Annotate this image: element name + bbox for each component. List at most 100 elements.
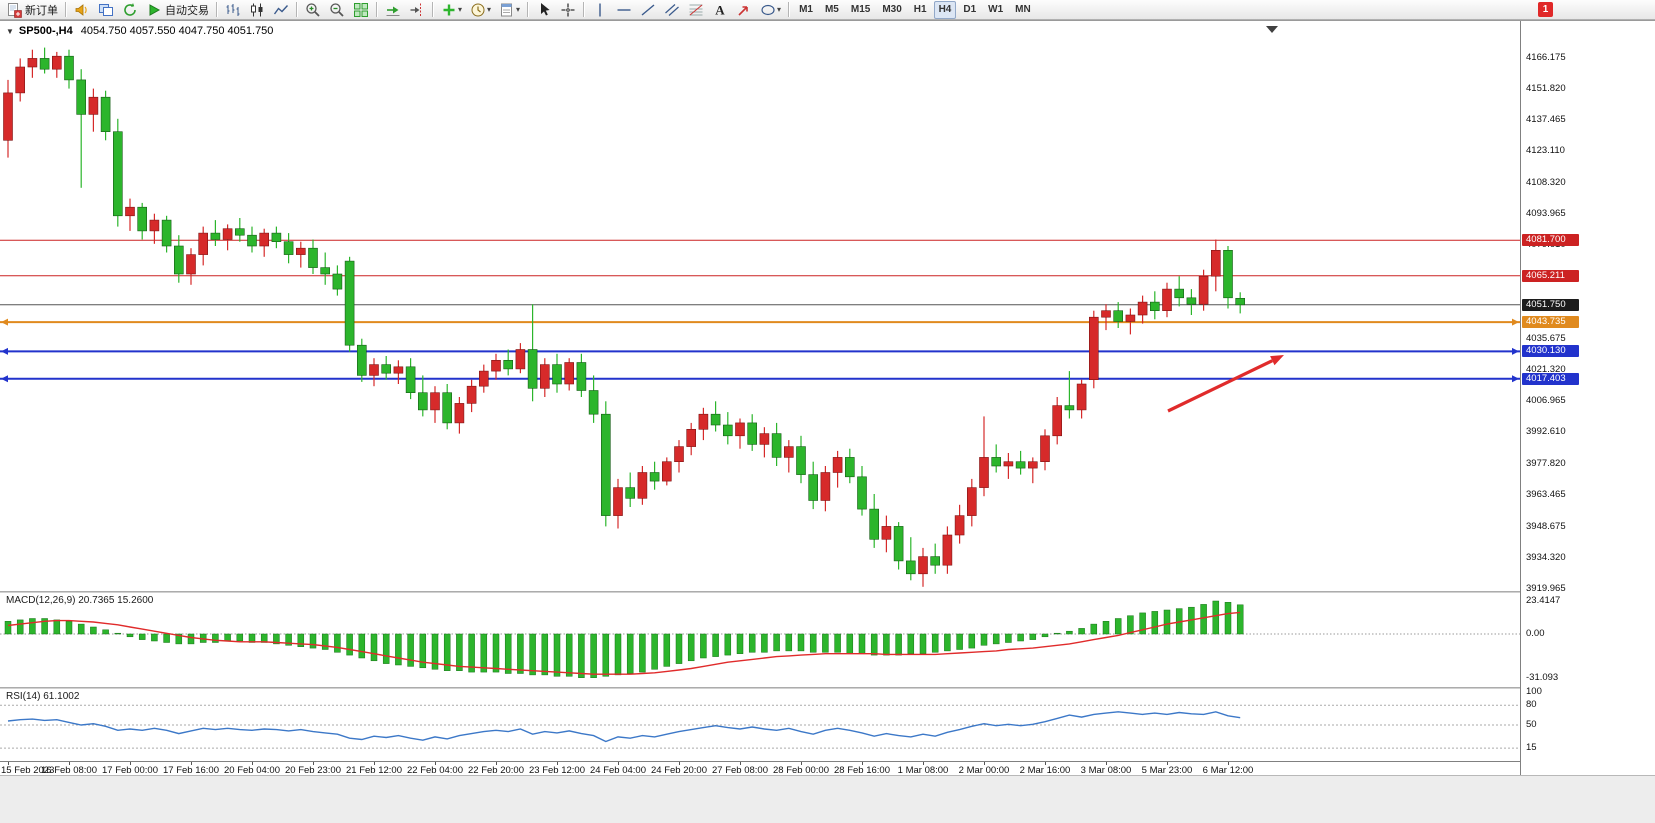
- windows-icon: [99, 3, 113, 16]
- timeframe-w1-button[interactable]: W1: [988, 4, 1004, 15]
- macd-bar: [1041, 633, 1049, 638]
- macd-bar: [151, 633, 158, 642]
- horizontal-line-button[interactable]: [613, 0, 635, 20]
- macd-pane[interactable]: [0, 593, 1520, 687]
- macd-bar: [517, 633, 524, 674]
- macd-bar: [1029, 633, 1037, 640]
- alerts-button[interactable]: [71, 0, 93, 20]
- macd-bar: [590, 633, 597, 678]
- price-axis[interactable]: 4166.175 4151.820 4137.465 4123.110 4108.320…: [1520, 21, 1655, 776]
- macd-bar: [639, 633, 646, 673]
- price-tag: 4017.403: [1522, 372, 1579, 385]
- fibo-icon: [689, 4, 703, 15]
- timeframe-h4-button[interactable]: H4: [933, 0, 957, 19]
- hline-icon: [617, 8, 631, 11]
- trend-arrow-annotation[interactable]: [1167, 359, 1273, 413]
- price-axis-label: 4151.820: [1526, 83, 1566, 94]
- shapes-button[interactable]: ▾: [757, 0, 784, 20]
- macd-bar: [273, 633, 280, 645]
- timeframe-m1-button[interactable]: M1: [799, 4, 813, 15]
- chart-shift-marker[interactable]: [1266, 26, 1278, 33]
- line-chart-button[interactable]: [270, 0, 292, 20]
- templates-button[interactable]: ▾: [496, 0, 523, 20]
- macd-bar: [748, 633, 756, 653]
- timeframe-d1-button[interactable]: D1: [963, 4, 977, 15]
- pane-separator[interactable]: [0, 591, 1520, 593]
- pane-separator[interactable]: [0, 687, 1520, 689]
- candle: [710, 413, 721, 426]
- macd-bar: [773, 633, 780, 652]
- one-click-trading-toggle[interactable]: ▼: [6, 27, 14, 36]
- candle: [600, 413, 611, 516]
- candlestick-chart-button[interactable]: [246, 0, 268, 20]
- chart-shift-button[interactable]: [406, 0, 428, 20]
- autotrading-button[interactable]: 自动交易: [143, 0, 212, 20]
- candle: [1198, 275, 1209, 305]
- price-axis-label: 4123.110: [1526, 144, 1565, 156]
- macd-bar: [29, 618, 36, 635]
- candlestick-chart[interactable]: [0, 23, 1520, 591]
- rsi-pane[interactable]: [0, 689, 1520, 761]
- macd-bar: [1127, 615, 1134, 635]
- timeframe-m5-button[interactable]: M5: [824, 4, 839, 15]
- zoom-in-button[interactable]: [302, 0, 324, 20]
- macd-bar: [944, 633, 951, 652]
- refresh-button[interactable]: [119, 0, 141, 20]
- macd-bar: [321, 633, 329, 650]
- macd-bar: [1017, 633, 1024, 642]
- vertical-line-button[interactable]: [589, 0, 611, 20]
- timeframe-m15-button[interactable]: M15: [850, 4, 871, 15]
- time-axis-label: 3 Mar 08:00: [1080, 765, 1132, 776]
- price-axis-label: 3934.320: [1526, 552, 1566, 563]
- text-button[interactable]: A: [709, 0, 731, 20]
- zoom-out-button[interactable]: [326, 0, 348, 20]
- shapes-icon: [761, 4, 775, 15]
- timeframe-m30-button[interactable]: M30: [882, 4, 902, 15]
- macd-indicator-label: MACD(12,26,9) 20.7365 15.2600: [6, 595, 154, 606]
- macd-bar: [102, 629, 109, 635]
- auto-scroll-button[interactable]: [382, 0, 404, 20]
- trendline-button[interactable]: [637, 0, 659, 20]
- time-axis-tick: [313, 762, 314, 765]
- candle: [1003, 461, 1014, 467]
- candle: [966, 487, 977, 516]
- zoom-in-icon: [306, 2, 320, 17]
- horn-icon: [75, 3, 87, 16]
- fibonacci-button[interactable]: [685, 0, 707, 20]
- macd-bar: [870, 633, 878, 656]
- channel-icon: [665, 3, 679, 16]
- macd-bar: [919, 633, 927, 654]
- time-axis-label: 16 Feb 08:00: [41, 765, 97, 776]
- bar-chart-button[interactable]: [222, 0, 244, 20]
- text-icon: A: [715, 2, 725, 17]
- chart-title: ▼ SP500-,H4 4054.750 4057.550 4047.750 405…: [6, 25, 273, 37]
- arrows-button[interactable]: [733, 0, 755, 20]
- candle: [1089, 316, 1099, 381]
- new-order-button[interactable]: 新订单: [3, 0, 61, 20]
- price-axis-label: 3977.820: [1526, 458, 1566, 470]
- indicators-button[interactable]: ▾: [438, 0, 465, 20]
- time-axis-label: 21 Feb 12:00: [346, 765, 402, 776]
- price-tag: 4043.735: [1522, 316, 1579, 329]
- candle: [808, 474, 819, 501]
- notification-badge[interactable]: 1: [1538, 2, 1553, 17]
- timeframe-h1-button[interactable]: H1: [913, 4, 927, 15]
- chart-windows-button[interactable]: [95, 0, 117, 20]
- channel-button[interactable]: [661, 0, 683, 20]
- candle: [369, 364, 379, 376]
- cursor-button[interactable]: [533, 0, 555, 20]
- dropdown-caret: ▾: [458, 5, 463, 14]
- timeframe-mn-button[interactable]: MN: [1015, 4, 1031, 15]
- crosshair-button[interactable]: [557, 0, 579, 20]
- candle: [747, 422, 758, 445]
- macd-bar: [297, 633, 305, 647]
- rsi-axis-label: 50: [1526, 719, 1537, 730]
- periods-button[interactable]: ▾: [467, 0, 494, 20]
- candle: [186, 254, 196, 275]
- time-axis-tick: [496, 762, 497, 765]
- macd-bar: [1200, 604, 1207, 635]
- time-axis-tick: [923, 762, 924, 765]
- tile-windows-button[interactable]: [350, 0, 372, 20]
- time-axis[interactable]: 15 Feb 2023 16 Feb 08:00 17 Feb 00:00 17 Fe…: [0, 761, 1520, 776]
- candle: [417, 392, 428, 411]
